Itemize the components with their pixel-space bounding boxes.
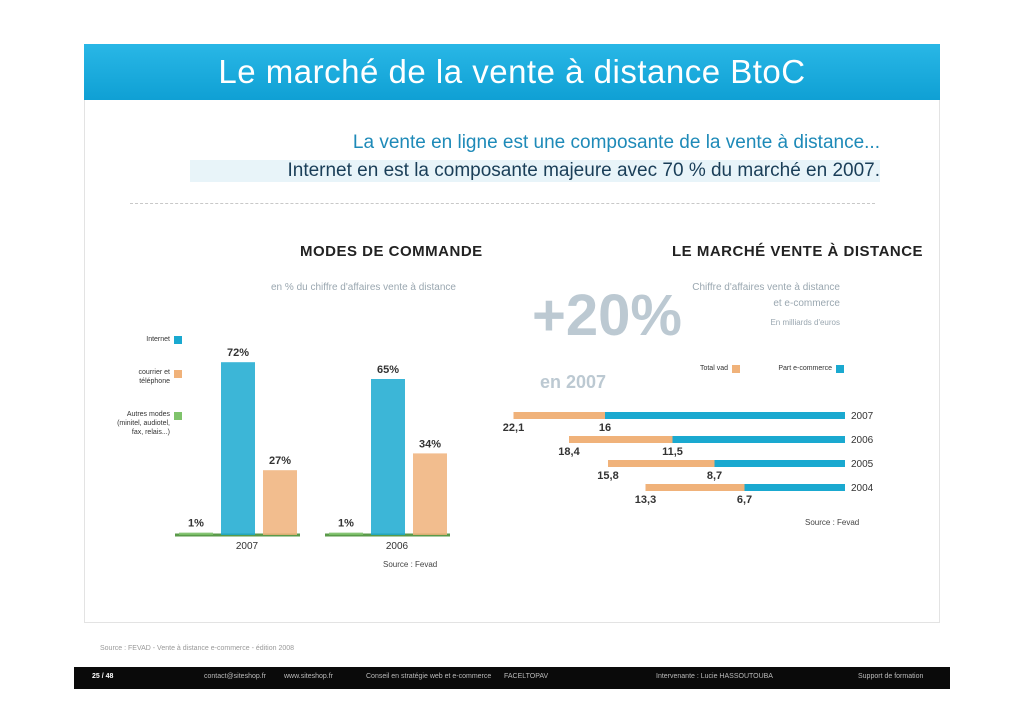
left-panel-title: LE MARCHÉ VENTE À DISTANCE xyxy=(672,243,924,260)
value-label-courrier-2006: 34% xyxy=(419,438,441,450)
bar-courrier-2007 xyxy=(263,470,297,535)
vertical-bar-chart: 2006 1% 65% 34% 2007 1% 72% 27% xyxy=(175,347,450,552)
bar-internet-2007 xyxy=(221,362,255,535)
footer-bar: Support de formation Intervenante : Luci… xyxy=(74,667,950,689)
bar-ecommerce-2007 xyxy=(605,412,845,419)
slide-frame xyxy=(84,100,940,623)
page-number: 25 / 48 xyxy=(92,673,114,680)
left-sub-1: Chiffre d'affaires vente à distance xyxy=(692,282,840,293)
legend-label-autres: Autres modes (minitel, audiotel, fax, re… xyxy=(117,411,170,436)
year-label-2004: 2004 xyxy=(851,483,874,494)
label-total-2005: 15,8 xyxy=(597,470,618,482)
label-total-2004: 13,3 xyxy=(635,494,656,506)
footer-source: Source : FEVAD - Vente à distance e-comm… xyxy=(100,645,295,652)
legend-swatch-courrier xyxy=(174,370,182,378)
right-source: Source : Fevad xyxy=(383,560,438,569)
value-label-autres-2007: 1% xyxy=(188,518,204,530)
value-label-internet-2007: 72% xyxy=(227,347,249,359)
bar-ecommerce-2005 xyxy=(714,460,845,467)
footer-item-1: Support de formation xyxy=(858,673,924,680)
label-total-2006: 18,4 xyxy=(558,446,580,458)
left-sub-2: et e-commerce xyxy=(773,298,840,309)
bar-autres-2007 xyxy=(179,532,213,535)
label-total-2007: 22,1 xyxy=(503,422,524,434)
year-label-2006: 2006 xyxy=(851,435,874,446)
intro-line-2: Internet en est la composante majeure av… xyxy=(190,160,880,182)
footer-item-5[interactable]: www.siteshop.fr xyxy=(284,673,334,680)
legend-label-ecommerce: Part e-commerce xyxy=(778,365,832,372)
bar-internet-2006 xyxy=(371,379,405,535)
legend-label-courrier: courrier et téléphone xyxy=(138,369,170,385)
growth-caption: en 2007 xyxy=(540,372,607,392)
label-ecommerce-2005: 8,7 xyxy=(707,470,722,482)
bar-ecommerce-2006 xyxy=(672,436,845,443)
horizontal-bar-chart: 2007 16 22,1 2006 11,5 18,4 2005 8,7 15,8 2004 6,7… xyxy=(503,411,874,506)
year-label-2007: 2007 xyxy=(851,411,874,422)
right-subtitle: en % du chiffre d'affaires vente à dista… xyxy=(271,282,456,293)
footer-item-6[interactable]: contact@siteshop.fr xyxy=(204,673,266,680)
label-ecommerce-2006: 11,5 xyxy=(662,446,683,458)
legend-swatch-ecommerce xyxy=(836,365,844,373)
legend-swatch-internet xyxy=(174,336,182,344)
left-source: Source : Fevad xyxy=(805,518,860,527)
title-banner: Le marché de la vente à distance BtoC xyxy=(84,44,940,100)
bar-autres-2006 xyxy=(329,532,363,535)
slide-title: Le marché de la vente à distance BtoC xyxy=(218,53,806,90)
legend-swatch-total xyxy=(732,365,740,373)
year-label-2005: 2005 xyxy=(851,459,874,470)
footer-item-4: Conseil en stratégie web et e-commerce xyxy=(366,673,492,680)
left-sub-3: En milliards d'euros xyxy=(770,318,840,327)
category-label-2006: 2006 xyxy=(386,541,409,552)
bar-ecommerce-2004 xyxy=(744,484,845,491)
intro-line-1: La vente en ligne est une composante de … xyxy=(352,132,880,153)
label-ecommerce-2007: 16 xyxy=(599,422,611,434)
label-ecommerce-2004: 6,7 xyxy=(737,494,752,506)
value-label-autres-2006: 1% xyxy=(338,518,354,530)
footer-item-3: FACELTOPAV xyxy=(504,673,549,680)
right-panel-title: MODES DE COMMANDE xyxy=(300,243,483,260)
left-legend: Part e-commerce Total vad xyxy=(690,363,850,375)
separator xyxy=(130,203,875,204)
value-label-courrier-2007: 27% xyxy=(269,455,291,467)
growth-value: +20% xyxy=(532,283,682,348)
right-legend: Internet courrier et téléphone Autres mo… xyxy=(110,330,190,450)
value-label-internet-2006: 65% xyxy=(377,364,399,376)
category-label-2007: 2007 xyxy=(236,541,259,552)
legend-label-internet: Internet xyxy=(146,336,170,343)
footer-item-2: Intervenante : Lucie HASSOUTOUBA xyxy=(656,673,773,680)
legend-label-total: Total vad xyxy=(699,365,728,372)
bar-courrier-2006 xyxy=(413,453,447,535)
legend-swatch-autres xyxy=(174,412,182,420)
